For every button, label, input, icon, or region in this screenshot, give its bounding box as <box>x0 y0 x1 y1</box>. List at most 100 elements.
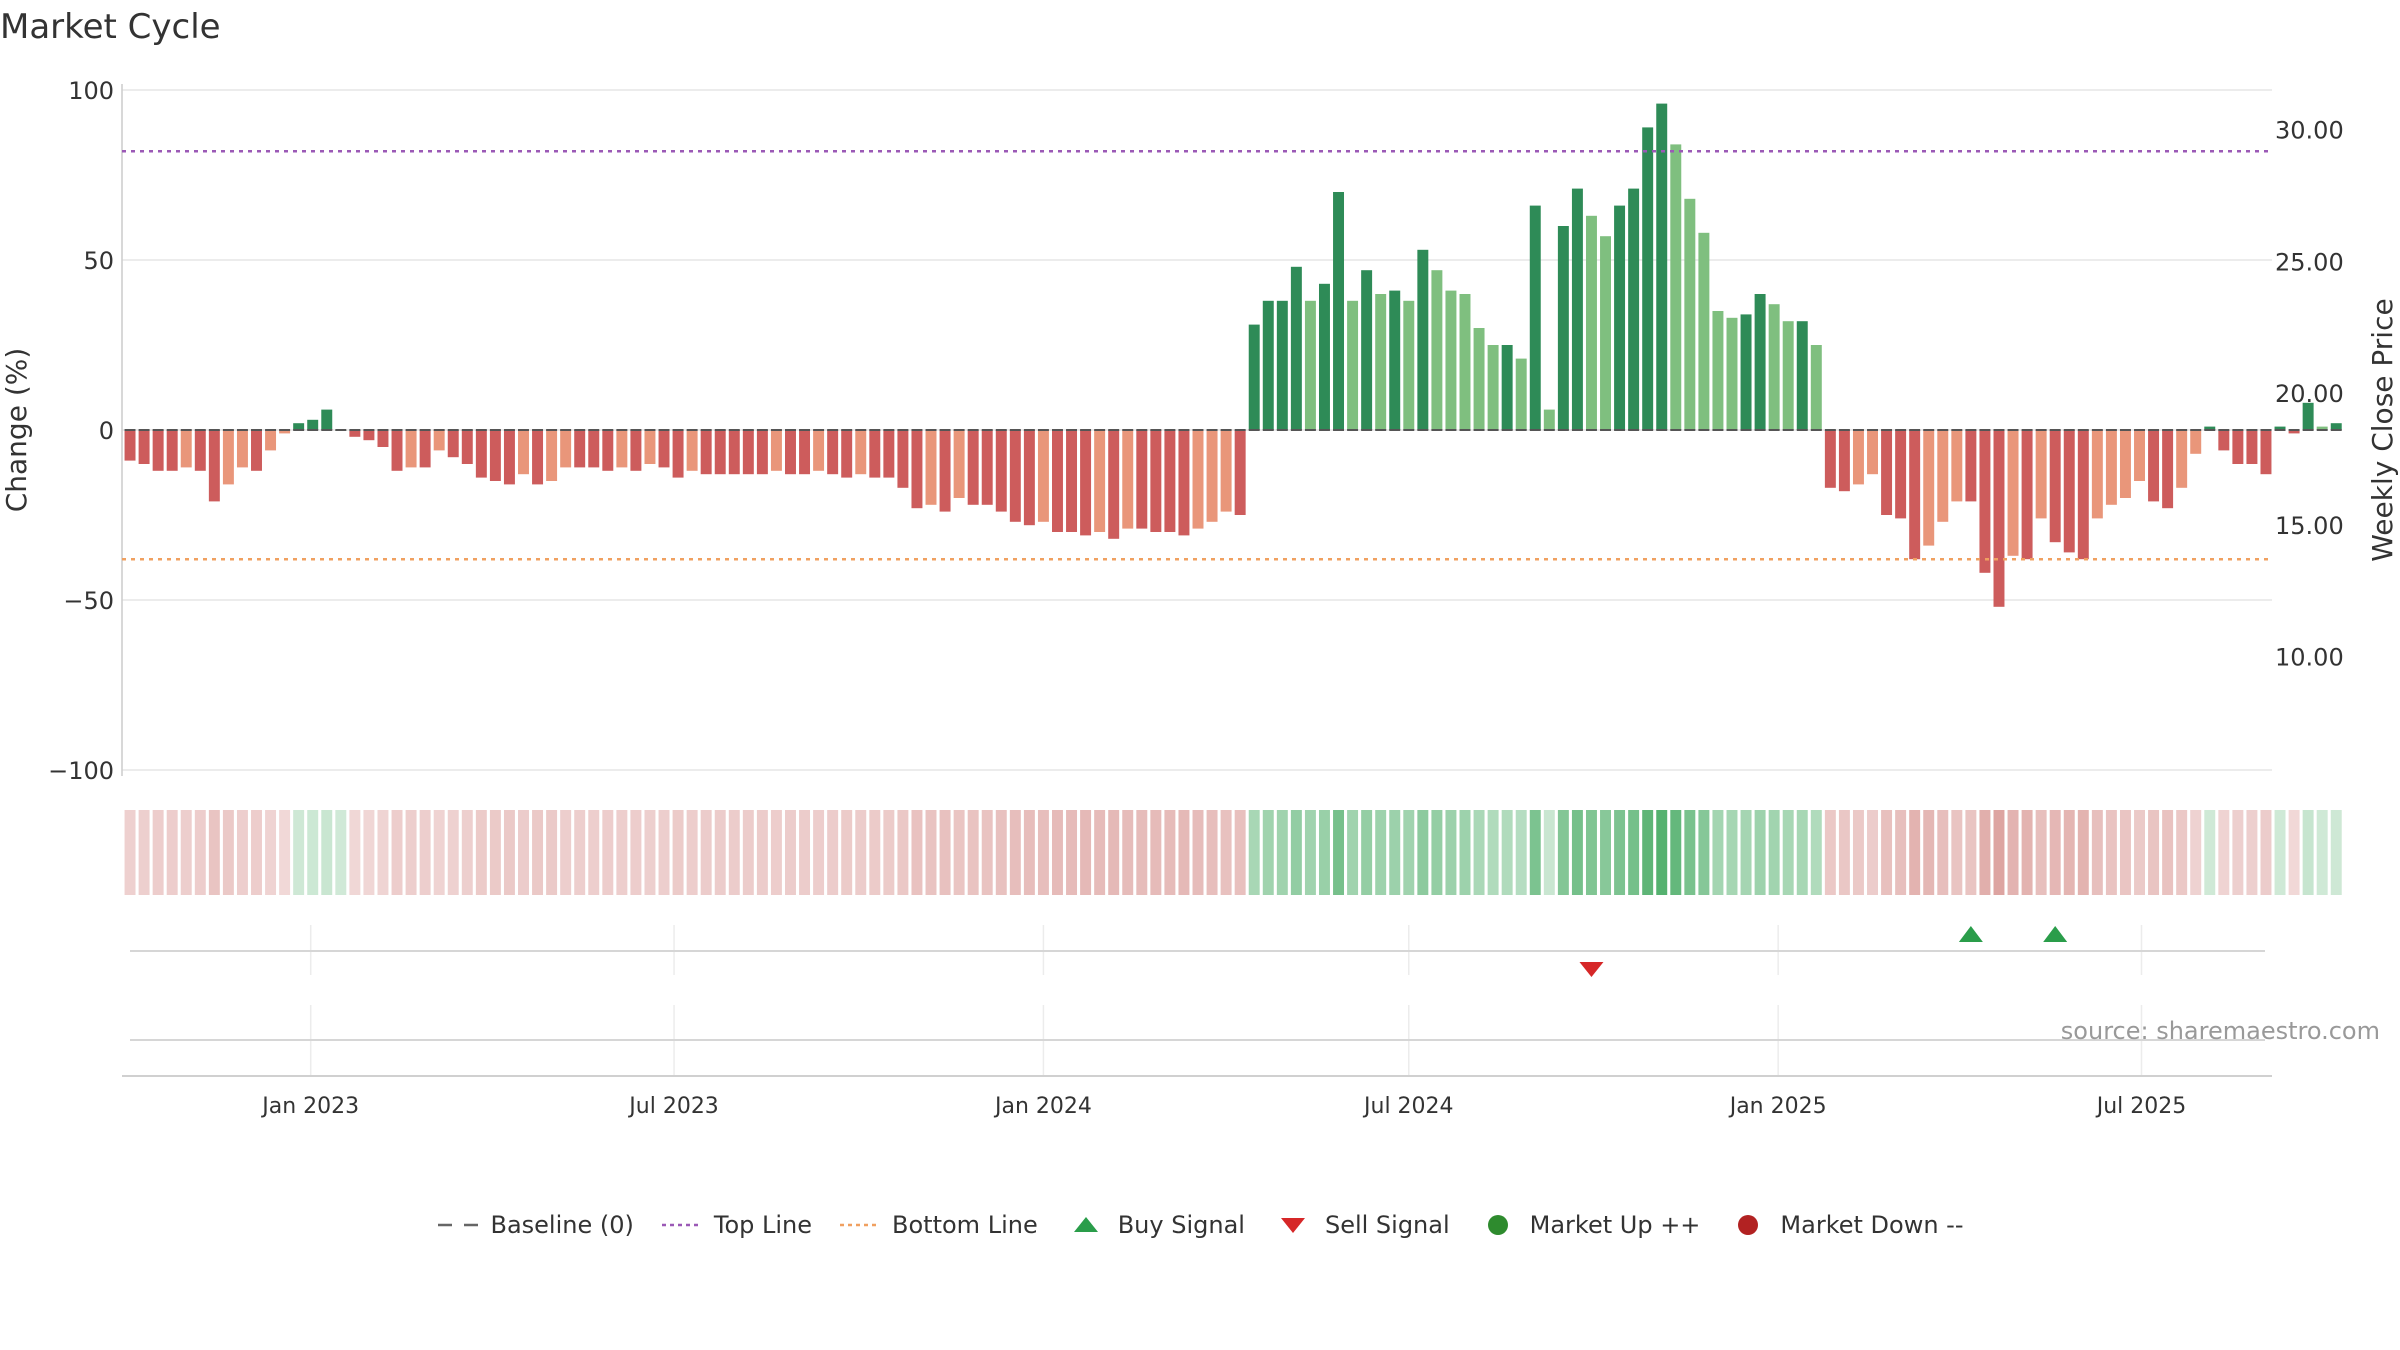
heat-cell <box>349 810 361 895</box>
heat-cell <box>1403 810 1415 895</box>
bar <box>560 430 572 468</box>
bar <box>1220 430 1232 512</box>
heat-cell <box>869 810 881 895</box>
heat-cell <box>2218 810 2230 895</box>
y-axis-title-left: Change (%) <box>0 348 33 513</box>
heat-cell <box>2063 810 2075 895</box>
bar <box>925 430 937 505</box>
bar <box>1276 300 1288 430</box>
x-tick-label: Jul 2023 <box>627 1094 719 1119</box>
x-tick-label: Jan 2025 <box>1728 1094 1827 1119</box>
heat-cell <box>1754 810 1766 895</box>
bar <box>2007 430 2019 556</box>
heat-cell <box>1810 810 1822 895</box>
heat-cell <box>1473 810 1485 895</box>
bar <box>1656 103 1668 430</box>
heat-cell <box>1656 810 1668 895</box>
heat-cell <box>2288 810 2300 895</box>
bar <box>2063 430 2075 553</box>
bar <box>672 430 684 478</box>
heat-cell <box>2105 810 2117 895</box>
bar <box>2077 430 2089 560</box>
heat-cell <box>546 810 558 895</box>
bar <box>2260 430 2272 475</box>
bar <box>1080 430 1092 536</box>
heat-cell <box>1838 810 1850 895</box>
legend-label: Market Up ++ <box>1529 1211 1701 1239</box>
bar <box>1600 236 1612 430</box>
bar <box>236 430 248 468</box>
heat-cell <box>2190 810 2202 895</box>
heat-cell <box>419 810 431 895</box>
heat-cell <box>152 810 164 895</box>
heat-cell <box>1852 810 1864 895</box>
legend-swatch <box>1280 1218 1305 1233</box>
bar <box>1459 294 1471 430</box>
chart-legend: Baseline (0) Top Line Bottom Line Buy Signa… <box>0 1200 2400 1250</box>
bar <box>1136 430 1148 529</box>
heat-cell <box>1361 810 1373 895</box>
y-tick-label-left: −100 <box>48 757 114 785</box>
heat-cell <box>1543 810 1555 895</box>
bar <box>1768 304 1780 430</box>
heat-cell <box>1726 810 1738 895</box>
heat-cell <box>2246 810 2258 895</box>
heat-cell <box>1276 810 1288 895</box>
bar <box>785 430 796 475</box>
bar <box>1403 300 1415 430</box>
heat-cell <box>377 810 389 895</box>
bar <box>1150 430 1162 532</box>
heat-cell <box>2274 810 2286 895</box>
heat-cell <box>1164 810 1176 895</box>
bar <box>939 430 951 512</box>
heat-cell <box>1248 810 1260 895</box>
bar <box>363 430 375 441</box>
bar <box>1529 205 1541 430</box>
heat-cell <box>1501 810 1513 895</box>
heat-cell <box>532 810 544 895</box>
heat-cell <box>1684 810 1696 895</box>
y-tick-label-right: 15.00 <box>2275 512 2344 540</box>
legend-item: Bottom Line <box>838 1211 1038 1239</box>
bar <box>1909 430 1921 560</box>
bar <box>981 430 993 505</box>
bar <box>883 430 895 478</box>
heat-cell <box>1206 810 1218 895</box>
heat-cell <box>967 810 979 895</box>
heat-cell <box>321 810 333 895</box>
bar <box>1585 215 1597 430</box>
bar <box>222 430 234 485</box>
heat-cell <box>1066 810 1078 895</box>
heat-cell <box>503 810 515 895</box>
heat-cell <box>770 810 782 895</box>
heat-cell <box>672 810 684 895</box>
heat-cell <box>1712 810 1724 895</box>
chart-title: Market Cycle <box>0 7 221 47</box>
bar <box>911 430 923 509</box>
bar <box>1515 358 1527 430</box>
legend-item: Baseline (0) <box>436 1211 634 1239</box>
bar <box>1979 430 1991 573</box>
bar <box>1881 430 1893 515</box>
heat-cell <box>911 810 923 895</box>
bar <box>180 430 192 468</box>
heat-cell <box>307 810 319 895</box>
y-tick-label-right: 25.00 <box>2275 248 2344 276</box>
bar <box>602 430 614 471</box>
bar <box>1108 430 1120 539</box>
heat-cell <box>560 810 572 895</box>
bar <box>489 430 501 481</box>
bar <box>1248 324 1260 430</box>
bar <box>546 430 558 481</box>
heat-cell <box>1867 810 1878 895</box>
heat-cell <box>1768 810 1780 895</box>
heat-cell <box>518 810 529 895</box>
heat-cell <box>714 810 726 895</box>
heat-cell <box>1052 810 1063 895</box>
bar <box>208 430 220 502</box>
y-tick-label-left: −50 <box>63 587 114 615</box>
x-tick-label: Jul 2024 <box>1362 1094 1454 1119</box>
heat-cell <box>939 810 951 895</box>
heat-cell <box>1923 810 1935 895</box>
